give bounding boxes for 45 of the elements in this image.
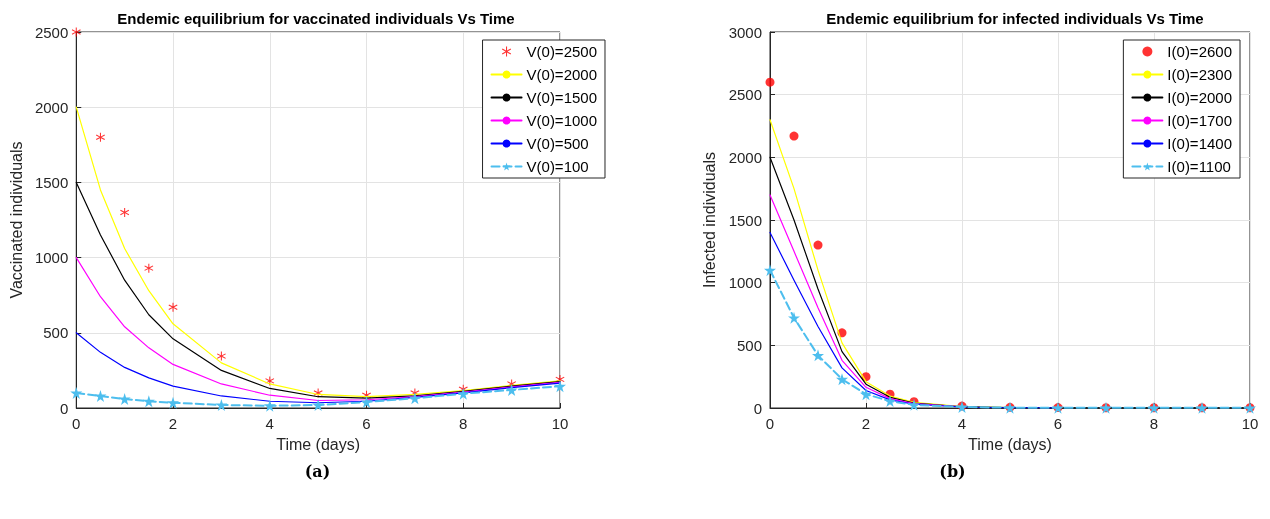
y-tick-label: 2000 [728, 148, 762, 166]
y-tick-label: 2000 [34, 98, 69, 116]
x-tick-label: 8 [459, 415, 468, 432]
x-tick-label: 10 [1241, 415, 1259, 432]
y-tick-label: 500 [43, 324, 69, 342]
x-tick-label: 6 [362, 415, 371, 432]
legend-label: V(0)=1000 [526, 112, 597, 129]
y-tick-label: 1500 [728, 211, 762, 229]
x-tick-label: 6 [1053, 415, 1063, 432]
x-tick-label: 4 [265, 415, 274, 432]
x-tick-label: 0 [765, 415, 775, 432]
y-tick-label: 0 [59, 399, 69, 417]
legend-label: I(0)=1100 [1167, 158, 1231, 175]
legend-label: I(0)=2300 [1167, 66, 1233, 83]
y-tick-label: 1500 [34, 173, 69, 191]
y-tick-label: 1000 [34, 249, 69, 267]
legend-label: I(0)=1700 [1167, 112, 1233, 129]
x-tick-label: 0 [72, 415, 81, 432]
x-tick-label: 10 [551, 415, 569, 432]
y-tick-label: 1000 [728, 274, 762, 292]
legend-label: I(0)=2600 [1167, 43, 1233, 60]
y-tick-label: 3000 [728, 23, 762, 41]
legend-label: V(0)=2500 [526, 43, 597, 60]
legend-label: V(0)=1500 [526, 89, 597, 106]
y-tick-label: 0 [753, 399, 762, 417]
x-tick-label: 2 [168, 415, 178, 432]
text: (a) [303, 462, 332, 481]
y-axis-title: Infected individuals [701, 151, 719, 289]
legend-label: I(0)=1400 [1167, 135, 1233, 152]
legend-label: V(0)=2000 [526, 66, 597, 83]
legend-label: V(0)=500 [526, 135, 589, 152]
chart-title: Endemic equilibrium for infected individuals Vs Time [826, 10, 1204, 27]
x-tick-label: 4 [957, 415, 967, 432]
x-axis-title: Time (days) [276, 435, 361, 453]
chart-title: Endemic equilibrium for vaccinated individuals Vs Time [117, 10, 515, 27]
legend-label: I(0)=2000 [1167, 89, 1233, 106]
x-tick-label: 2 [861, 415, 871, 432]
y-tick-label: 500 [736, 336, 762, 354]
y-tick-label: 2500 [34, 23, 69, 41]
y-tick-label: 2500 [728, 86, 762, 104]
y-axis-title: Vaccinated individuals [7, 141, 25, 299]
x-axis-title: Time (days) [968, 435, 1052, 453]
legend-label: V(0)=100 [526, 158, 589, 175]
text: (b) [938, 462, 967, 481]
x-tick-label: 8 [1149, 415, 1159, 432]
